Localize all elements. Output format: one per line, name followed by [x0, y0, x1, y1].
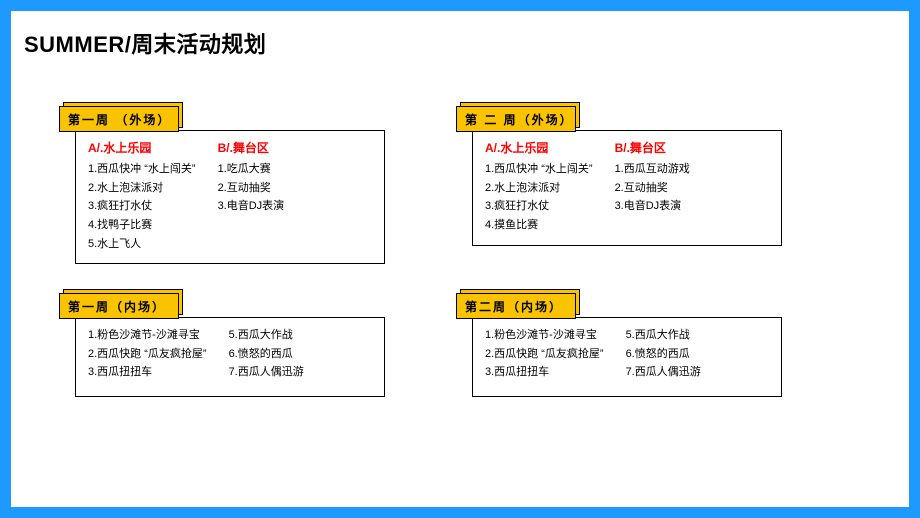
col-a: A/.水上乐园 1.西瓜快冲 “水上闯关” 2.水上泡沫派对 3.疯狂打水仗 4… — [485, 139, 593, 235]
panel-week2-outdoor: A/.水上乐园 1.西瓜快冲 “水上闯关” 2.水上泡沫派对 3.疯狂打水仗 4… — [472, 130, 782, 246]
col-a-header: A/.水上乐园 — [88, 139, 196, 156]
tab-week1-outdoor: 第一周 （外场） — [59, 106, 179, 132]
tab-label: 第 二 周（外场） — [457, 107, 575, 133]
list-item: 2.水上泡沫派对 — [88, 179, 196, 198]
card-week2-indoor: 第二周（内场） 1.粉色沙滩节-沙滩寻宝 2.西瓜快跑 “瓜友疯抢屋” 3.西瓜… — [456, 293, 756, 397]
list-item: 3.电音DJ表演 — [218, 197, 285, 216]
list-item: 4.摸鱼比赛 — [485, 216, 593, 235]
list-item: 6.愤怒的西瓜 — [229, 345, 304, 364]
list-item: 2.水上泡沫派对 — [485, 179, 593, 198]
panel-week2-indoor: 1.粉色沙滩节-沙滩寻宝 2.西瓜快跑 “瓜友疯抢屋” 3.西瓜扭扭车 5.西瓜… — [472, 317, 782, 397]
tab-week1-indoor: 第一周（内场） — [59, 293, 179, 319]
col-b-header: B/.舞台区 — [218, 139, 285, 156]
col-b: B/.舞台区 1.吃瓜大赛 2.互动抽奖 3.电音DJ表演 — [218, 139, 285, 253]
list-item: 3.西瓜扭扭车 — [485, 363, 604, 382]
list-item: 5.西瓜大作战 — [626, 326, 701, 345]
tab-label: 第一周（内场） — [60, 294, 178, 320]
list-item: 1.西瓜快冲 “水上闯关” — [88, 160, 196, 179]
card-week2-outdoor: 第 二 周（外场） A/.水上乐园 1.西瓜快冲 “水上闯关” 2.水上泡沫派对… — [456, 106, 756, 246]
list-item: 3.疯狂打水仗 — [485, 197, 593, 216]
card-week1-indoor: 第一周（内场） 1.粉色沙滩节-沙滩寻宝 2.西瓜快跑 “瓜友疯抢屋” 3.西瓜… — [59, 293, 359, 397]
list-item: 1.粉色沙滩节-沙滩寻宝 — [485, 326, 604, 345]
panel-week1-indoor: 1.粉色沙滩节-沙滩寻宝 2.西瓜快跑 “瓜友疯抢屋” 3.西瓜扭扭车 5.西瓜… — [75, 317, 385, 397]
list-item: 4.找鸭子比赛 — [88, 216, 196, 235]
col-b: 5.西瓜大作战 6.愤怒的西瓜 7.西瓜人偶迅游 — [229, 326, 304, 382]
col-a: 1.粉色沙滩节-沙滩寻宝 2.西瓜快跑 “瓜友疯抢屋” 3.西瓜扭扭车 — [88, 326, 207, 382]
list-item: 7.西瓜人偶迅游 — [626, 363, 701, 382]
list-item: 1.粉色沙滩节-沙滩寻宝 — [88, 326, 207, 345]
col-b-header: B/.舞台区 — [615, 139, 690, 156]
list-item: 3.西瓜扭扭车 — [88, 363, 207, 382]
col-b: B/.舞台区 1.西瓜互动游戏 2.互动抽奖 3.电音DJ表演 — [615, 139, 690, 235]
tab-week2-outdoor: 第 二 周（外场） — [456, 106, 576, 132]
page: SUMMER/周末活动规划 第一周 （外场） A/.水上乐园 1.西瓜快冲 “水… — [11, 11, 909, 507]
list-item: 2.互动抽奖 — [615, 179, 690, 198]
col-a-header: A/.水上乐园 — [485, 139, 593, 156]
list-item: 6.愤怒的西瓜 — [626, 345, 701, 364]
card-week1-outdoor: 第一周 （外场） A/.水上乐园 1.西瓜快冲 “水上闯关” 2.水上泡沫派对 … — [59, 106, 359, 264]
list-item: 1.吃瓜大赛 — [218, 160, 285, 179]
list-item: 1.西瓜互动游戏 — [615, 160, 690, 179]
list-item: 7.西瓜人偶迅游 — [229, 363, 304, 382]
list-item: 1.西瓜快冲 “水上闯关” — [485, 160, 593, 179]
list-item: 5.水上飞人 — [88, 235, 196, 254]
list-item: 2.西瓜快跑 “瓜友疯抢屋” — [485, 345, 604, 364]
list-item: 3.电音DJ表演 — [615, 197, 690, 216]
panel-week1-outdoor: A/.水上乐园 1.西瓜快冲 “水上闯关” 2.水上泡沫派对 3.疯狂打水仗 4… — [75, 130, 385, 264]
col-a: 1.粉色沙滩节-沙滩寻宝 2.西瓜快跑 “瓜友疯抢屋” 3.西瓜扭扭车 — [485, 326, 604, 382]
list-item: 5.西瓜大作战 — [229, 326, 304, 345]
list-item: 2.互动抽奖 — [218, 179, 285, 198]
page-title: SUMMER/周末活动规划 — [24, 27, 266, 59]
tab-week2-indoor: 第二周（内场） — [456, 293, 576, 319]
list-item: 2.西瓜快跑 “瓜友疯抢屋” — [88, 345, 207, 364]
tab-label: 第二周（内场） — [457, 294, 575, 320]
col-a: A/.水上乐园 1.西瓜快冲 “水上闯关” 2.水上泡沫派对 3.疯狂打水仗 4… — [88, 139, 196, 253]
col-b: 5.西瓜大作战 6.愤怒的西瓜 7.西瓜人偶迅游 — [626, 326, 701, 382]
list-item: 3.疯狂打水仗 — [88, 197, 196, 216]
tab-label: 第一周 （外场） — [60, 107, 178, 133]
